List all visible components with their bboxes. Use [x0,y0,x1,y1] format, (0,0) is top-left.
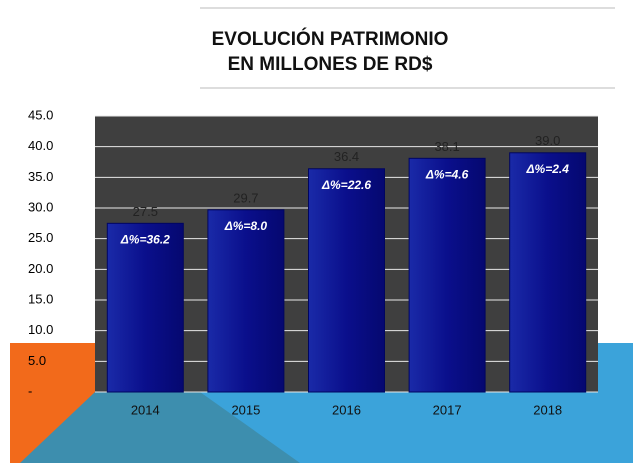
x-tick-label: 2015 [231,402,260,417]
y-tick-label: 40.0 [28,138,53,153]
data-label: 27.5 [133,204,158,219]
y-tick-label: 5.0 [28,353,46,368]
bar [408,157,486,393]
y-tick-label: 45.0 [28,107,53,122]
annotation: Δ%=36.2 [120,233,170,247]
annotation: Δ%=2.4 [525,162,569,176]
bar [106,222,184,393]
data-label: 29.7 [233,190,258,205]
x-tick-label: 2016 [332,402,361,417]
bar [509,152,587,393]
x-tick-label: 2014 [131,402,160,417]
annotation: Δ%=22.6 [321,178,371,192]
chart-title: EN MILLONES DE RD$ [228,54,433,75]
bar [207,209,285,393]
decor [20,392,300,463]
data-label: 39.0 [535,133,560,148]
bar [308,168,385,393]
y-tick-label: 35.0 [28,169,53,184]
annotation: Δ%=4.6 [425,167,469,181]
y-tick-label: 30.0 [28,199,53,214]
annotation: Δ%=8.0 [224,219,268,233]
data-label: 38.1 [434,139,459,154]
x-tick-label: 2018 [533,402,562,417]
y-tick-label: 20.0 [28,261,53,276]
y-tick-label: - [28,383,32,398]
y-tick-label: 10.0 [28,322,53,337]
x-tick-label: 2017 [433,402,462,417]
decor [10,343,100,463]
data-label: 36.4 [334,149,359,164]
y-tick-label: 25.0 [28,230,53,245]
y-tick-label: 15.0 [28,291,53,306]
chart-title: EVOLUCIÓN PATRIMONIO [212,28,449,50]
